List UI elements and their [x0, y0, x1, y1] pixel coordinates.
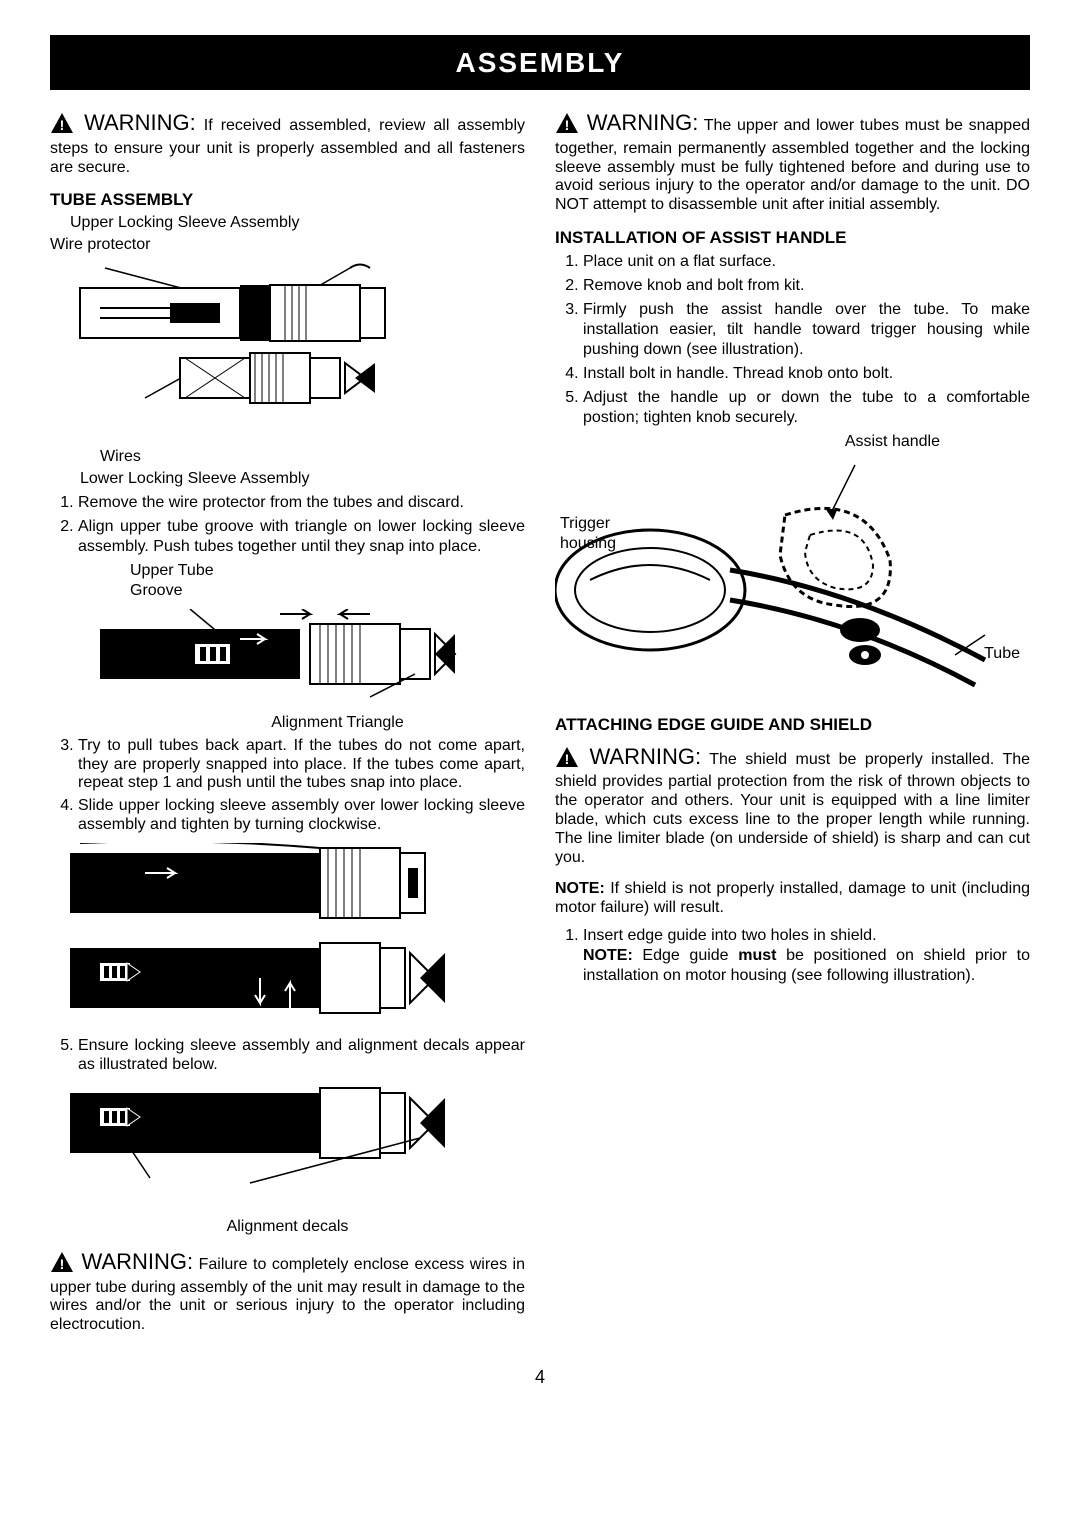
assist-step-2: Remove knob and bolt from kit. — [583, 276, 1030, 296]
warning-tubes-snapped: ! WARNING: The upper and lower tubes mus… — [555, 110, 1030, 215]
warning-icon: ! — [50, 112, 74, 140]
page-number: 4 — [50, 1367, 1030, 1388]
header-title: ASSEMBLY — [455, 47, 624, 79]
tube-step-5: Ensure locking sleeve assembly and align… — [50, 1037, 525, 1075]
warning-label: WARNING: — [82, 1249, 194, 1274]
assist-handle-diagram — [555, 460, 1030, 706]
warning-label: WARNING: — [589, 744, 701, 769]
upper-lower-sleeve-diagram — [50, 263, 525, 439]
assist-handle-heading: INSTALLATION OF ASSIST HANDLE — [555, 227, 1030, 248]
alignment-triangle-label: Alignment Triangle — [150, 713, 525, 733]
step-5: Ensure locking sleeve assembly and align… — [78, 1037, 525, 1075]
left-column: ! WARNING: If received assembled, review… — [50, 110, 525, 1347]
shield-note: NOTE: If shield is not properly installe… — [555, 880, 1030, 918]
edge-guide-heading: ATTACHING EDGE GUIDE AND SHIELD — [555, 714, 1030, 735]
wires-label: Wires — [100, 447, 525, 467]
svg-text:!: ! — [60, 117, 65, 133]
svg-text:!: ! — [565, 117, 570, 133]
right-column: ! WARNING: The upper and lower tubes mus… — [555, 110, 1030, 1347]
header-bar: ASSEMBLY — [50, 35, 1030, 90]
tube-steps-3-4: Try to pull tubes back apart. If the tub… — [50, 737, 525, 835]
assist-handle-steps: Place unit on a flat surface. Remove kno… — [555, 252, 1030, 428]
assist-step-4: Install bolt in handle. Thread knob onto… — [583, 364, 1030, 384]
sleeve-assembly-diagram — [50, 843, 525, 1029]
upper-tube-label: Upper Tube — [130, 561, 525, 581]
warning-electrocution: ! WARNING: Failure to completely enclose… — [50, 1249, 525, 1335]
sub-note-text1: Edge guide — [642, 947, 738, 964]
assist-step-5: Adjust the handle up or down the tube to… — [583, 388, 1030, 428]
warning-shield: ! WARNING: The shield must be properly i… — [555, 744, 1030, 868]
step-2: Align upper tube groove with triangle on… — [78, 517, 525, 557]
note-label: NOTE: — [555, 880, 605, 897]
note-text: If shield is not properly installed, dam… — [555, 880, 1030, 916]
tube-steps-1-2: Remove the wire protector from the tubes… — [50, 493, 525, 557]
edge-guide-step-1: Insert edge guide into two holes in shie… — [583, 926, 1030, 986]
warning-icon: ! — [555, 112, 579, 140]
groove-alignment-diagram — [100, 609, 525, 705]
assist-step-1: Place unit on a flat surface. — [583, 252, 1030, 272]
groove-label: Groove — [130, 581, 525, 601]
edge-step1-text: Insert edge guide into two holes in shie… — [583, 927, 877, 944]
edge-guide-steps: Insert edge guide into two holes in shie… — [555, 926, 1030, 986]
step-1: Remove the wire protector from the tubes… — [78, 493, 525, 513]
lower-sleeve-caption: Lower Locking Sleeve Assembly — [80, 469, 525, 489]
sub-note-label: NOTE: — [583, 947, 633, 964]
sub-note-must: must — [738, 947, 776, 964]
trigger-housing-label: Trigger housing — [560, 514, 640, 554]
warning-label: WARNING: — [587, 110, 699, 135]
tube-assembly-heading: TUBE ASSEMBLY — [50, 189, 525, 210]
alignment-decals-diagram — [50, 1083, 525, 1209]
alignment-decals-label: Alignment decals — [50, 1217, 525, 1237]
assist-step-3: Firmly push the assist handle over the t… — [583, 300, 1030, 360]
warning-icon: ! — [555, 746, 579, 774]
tube-label: Tube — [555, 644, 1030, 664]
warning-assembled: ! WARNING: If received assembled, review… — [50, 110, 525, 177]
step-4: Slide upper locking sleeve assembly over… — [78, 797, 525, 835]
step-3: Try to pull tubes back apart. If the tub… — [78, 737, 525, 794]
assist-handle-label: Assist handle — [555, 432, 1030, 452]
warning-label: WARNING: — [84, 110, 196, 135]
wire-protector-label: Wire protector — [50, 235, 525, 255]
warning-icon: ! — [50, 1251, 74, 1279]
two-column-layout: ! WARNING: If received assembled, review… — [50, 110, 1030, 1347]
svg-text:!: ! — [565, 751, 570, 767]
upper-sleeve-caption: Upper Locking Sleeve Assembly — [70, 213, 525, 233]
svg-text:!: ! — [60, 1256, 65, 1272]
